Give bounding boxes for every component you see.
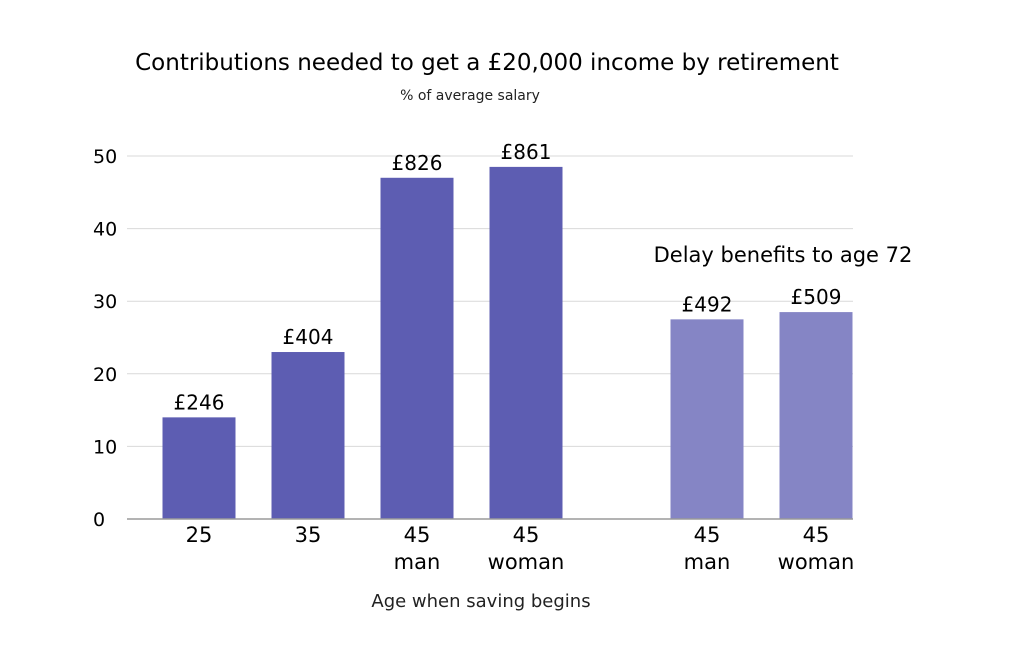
x-axis-ticks: 25 35 45 man 45 woman 45 man 45 woman xyxy=(186,523,855,574)
y-tick-label: 10 xyxy=(93,436,117,458)
x-tick-label: man xyxy=(394,550,441,574)
bar-value-label: £861 xyxy=(501,140,552,164)
bar xyxy=(380,177,454,519)
bar xyxy=(670,319,744,519)
x-tick-label: man xyxy=(684,550,731,574)
chart-title: Contributions needed to get a £20,000 in… xyxy=(135,50,839,76)
x-tick-label: 45 xyxy=(513,523,540,547)
bar-value-label: £246 xyxy=(174,390,225,414)
bar-value-label: £509 xyxy=(791,285,842,309)
bar-value-label: £826 xyxy=(392,151,443,175)
y-tick-label: 20 xyxy=(93,364,117,386)
delay-benefits-annotation: Delay benefits to age 72 xyxy=(654,243,913,267)
x-tick-label: 35 xyxy=(295,523,322,547)
bar xyxy=(489,166,563,519)
x-tick-label: 45 xyxy=(694,523,721,547)
x-axis-label: Age when saving begins xyxy=(371,591,590,612)
x-tick-label: 45 xyxy=(803,523,830,547)
bar-value-label: £492 xyxy=(682,292,733,316)
x-tick-label: 25 xyxy=(186,523,213,547)
y-tick-label: 30 xyxy=(93,291,117,313)
y-tick-label: 0 xyxy=(93,509,105,531)
x-tick-label: 45 xyxy=(404,523,431,547)
bars: £246 £404 £826 £861 £492 £509 xyxy=(162,140,853,519)
y-tick-label: 50 xyxy=(93,146,117,168)
bar xyxy=(162,417,236,519)
x-tick-label: woman xyxy=(488,550,565,574)
y-tick-label: 40 xyxy=(93,219,117,241)
bar xyxy=(271,352,345,519)
bar-value-label: £404 xyxy=(283,325,334,349)
y-axis-ticks: 0 10 20 30 40 50 xyxy=(93,146,117,531)
bar xyxy=(779,312,853,519)
x-tick-label: woman xyxy=(778,550,855,574)
chart-subtitle: % of average salary xyxy=(400,88,540,104)
